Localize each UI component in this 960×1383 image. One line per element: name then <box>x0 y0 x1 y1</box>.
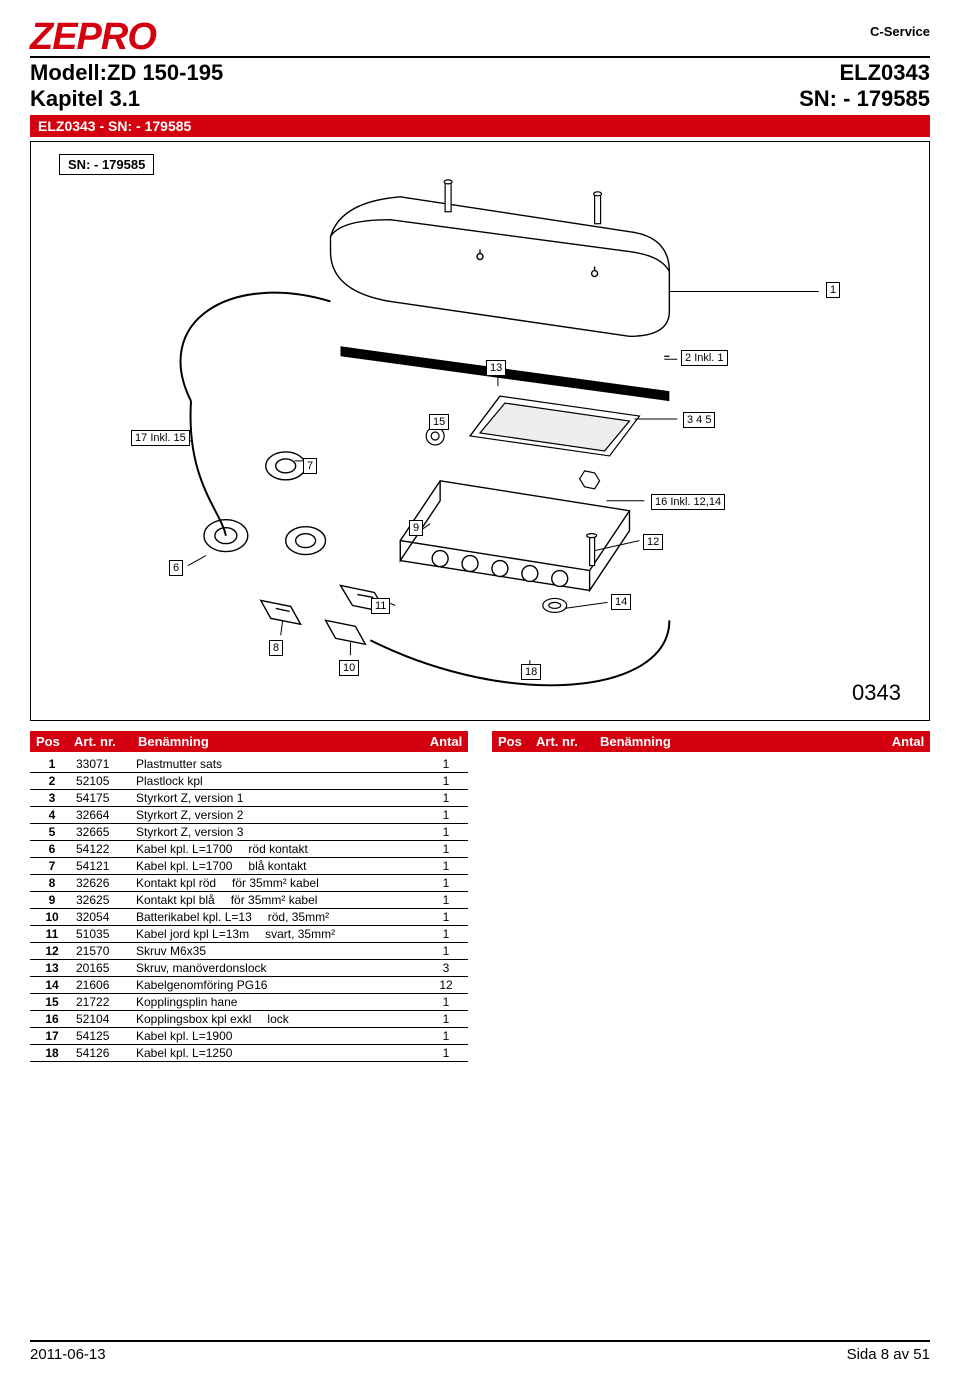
divider-top <box>30 56 930 58</box>
callout-7: 7 <box>303 458 317 474</box>
table-row: 354175Styrkort Z, version 11 <box>30 790 468 807</box>
table-row: 432664Styrkort Z, version 21 <box>30 807 468 824</box>
callout-10: 10 <box>339 660 359 676</box>
table-row: 1421606Kabelgenomföring PG1612 <box>30 977 468 994</box>
footer-page: Sida 8 av 51 <box>847 1346 930 1363</box>
callout-12: 12 <box>643 534 663 550</box>
th-art: Art. nr. <box>74 734 134 749</box>
footer-date: 2011-06-13 <box>30 1346 106 1363</box>
table-header-right: Pos Art. nr. Benämning Antal <box>492 731 930 752</box>
callout-18: 18 <box>521 664 541 680</box>
callout-2: 2 Inkl. 1 <box>681 350 728 366</box>
sn-label: SN: <box>799 86 837 111</box>
callout-14: 14 <box>611 594 631 610</box>
th-name-r: Benämning <box>596 734 886 749</box>
table-row: 532665Styrkort Z, version 31 <box>30 824 468 841</box>
sn-value: - 179585 <box>843 86 930 111</box>
chapter-label: Kapitel 3.1 <box>30 86 223 112</box>
callout-13: 13 <box>486 360 506 376</box>
model-value: ZD 150-195 <box>107 60 223 85</box>
callout-16: 16 Inkl. 12,14 <box>651 494 725 510</box>
th-qty: Antal <box>424 734 468 749</box>
th-qty-r: Antal <box>886 734 930 749</box>
table-row: 252105Plastlock kpl1 <box>30 773 468 790</box>
callout-6: 6 <box>169 560 183 576</box>
callout-15: 15 <box>429 414 449 430</box>
model-block: Modell:ZD 150-195 Kapitel 3.1 <box>30 60 223 112</box>
diagram-id: 0343 <box>852 680 901 706</box>
table-row: 1032054Batterikabel kpl. L=13röd, 35mm²1 <box>30 909 468 926</box>
callout-345: 3 4 5 <box>683 412 715 428</box>
table-row: 1320165Skruv, manöverdonslock3 <box>30 960 468 977</box>
doc-id-block: ELZ0343 SN: - 179585 <box>799 60 930 112</box>
table-row: 754121Kabel kpl. L=1700blå kontakt1 <box>30 858 468 875</box>
th-art-r: Art. nr. <box>536 734 596 749</box>
exploded-diagram: SN: - 179585 <box>30 141 930 721</box>
table-row: 832626Kontakt kpl rödför 35mm² kabel1 <box>30 875 468 892</box>
th-name: Benämning <box>134 734 424 749</box>
brand-logo: ZEPRO <box>30 20 156 54</box>
table-row: 1151035Kabel jord kpl L=13msvart, 35mm²1 <box>30 926 468 943</box>
service-label: C-Service <box>870 24 930 39</box>
callout-8: 8 <box>269 640 283 656</box>
table-row: 1652104Kopplingsbox kpl exkllock1 <box>30 1011 468 1028</box>
model-label: Modell: <box>30 60 107 85</box>
callout-9: 9 <box>409 520 423 536</box>
table-row: 1521722Kopplingsplin hane1 <box>30 994 468 1011</box>
table-row: 133071Plastmutter sats1 <box>30 756 468 773</box>
table-row: 1854126Kabel kpl. L=12501 <box>30 1045 468 1062</box>
table-row: 1754125Kabel kpl. L=19001 <box>30 1028 468 1045</box>
parts-column-right: Pos Art. nr. Benämning Antal <box>492 731 930 1062</box>
callout-1: 1 <box>826 282 840 298</box>
callout-17: 17 Inkl. 15 <box>131 430 190 446</box>
diagram-sn-box: SN: - 179585 <box>59 154 154 175</box>
table-row: 1221570Skruv M6x351 <box>30 943 468 960</box>
th-pos-r: Pos <box>492 734 536 749</box>
table-row: 654122Kabel kpl. L=1700röd kontakt1 <box>30 841 468 858</box>
elz-code: ELZ0343 <box>799 60 930 86</box>
table-row: 932625Kontakt kpl blåför 35mm² kabel1 <box>30 892 468 909</box>
callout-11: 11 <box>371 598 390 614</box>
table-header-left: Pos Art. nr. Benämning Antal <box>30 731 468 752</box>
red-title-bar: ELZ0343 - SN: - 179585 <box>30 115 930 137</box>
parts-column-left: Pos Art. nr. Benämning Antal 133071Plast… <box>30 731 468 1062</box>
parts-table: 133071Plastmutter sats1252105Plastlock k… <box>30 756 468 1062</box>
th-pos: Pos <box>30 734 74 749</box>
